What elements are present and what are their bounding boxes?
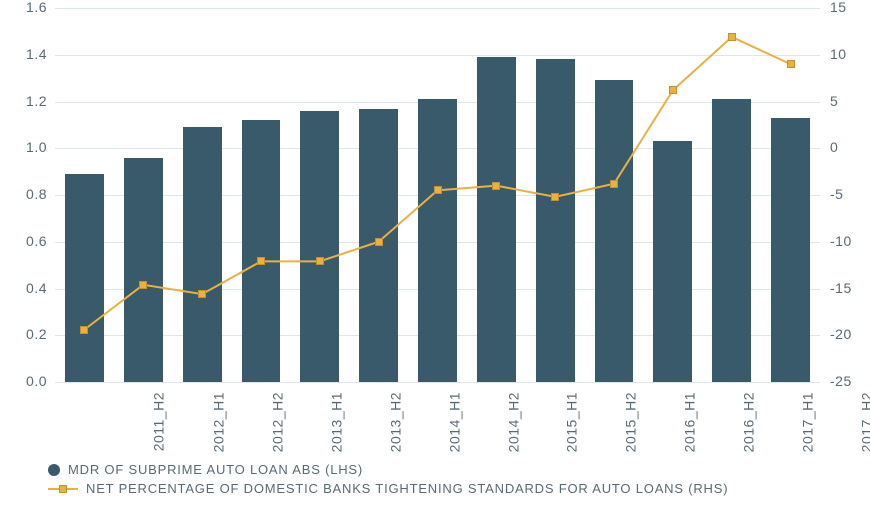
bar <box>536 59 575 382</box>
line-marker <box>728 33 736 41</box>
line-marker <box>492 182 500 190</box>
x-tick-label: 2015_H1 <box>564 392 580 452</box>
x-tick-label: 2011_H2 <box>151 392 167 451</box>
bar <box>300 111 339 382</box>
y-left-tick: 0.6 <box>26 233 47 249</box>
y-right-tick: -5 <box>830 186 843 202</box>
legend-swatch-bar <box>48 464 60 476</box>
legend-label: NET PERCENTAGE OF DOMESTIC BANKS TIGHTEN… <box>86 481 728 496</box>
y-right-tick: 0 <box>830 139 838 155</box>
line-marker <box>198 290 206 298</box>
y-left-tick: 1.2 <box>26 93 47 109</box>
y-right-tick: -10 <box>830 233 852 249</box>
x-tick-label: 2015_H2 <box>623 392 639 452</box>
line-marker <box>257 257 265 265</box>
x-tick-label: 2016_H2 <box>740 392 756 452</box>
y-left-tick: 1.4 <box>26 46 47 62</box>
x-tick-label: 2013_H2 <box>387 392 403 452</box>
legend-item: NET PERCENTAGE OF DOMESTIC BANKS TIGHTEN… <box>48 481 728 496</box>
line-marker <box>375 238 383 246</box>
x-tick-label: 2014_H1 <box>446 392 462 452</box>
bar <box>653 141 692 382</box>
bar <box>242 120 281 382</box>
bar <box>477 57 516 382</box>
x-tick-label: 2017_H1 <box>799 392 815 452</box>
legend-label: MDR OF SUBPRIME AUTO LOAN ABS (LHS) <box>68 462 363 477</box>
gridline <box>55 55 820 56</box>
bar <box>595 80 634 382</box>
y-left-tick: 1.0 <box>26 139 47 155</box>
y-right-tick: -25 <box>830 373 852 389</box>
x-tick-label: 2013_H1 <box>328 392 344 452</box>
bar <box>124 158 163 382</box>
y-left-tick: 0.4 <box>26 280 47 296</box>
bar <box>418 99 457 382</box>
legend-item: MDR OF SUBPRIME AUTO LOAN ABS (LHS) <box>48 462 728 477</box>
y-left-tick: 0.0 <box>26 373 47 389</box>
line-marker <box>139 281 147 289</box>
y-right-tick: 5 <box>830 93 838 109</box>
x-tick-label: 2014_H2 <box>505 392 521 452</box>
line-marker <box>80 326 88 334</box>
bar <box>712 99 751 382</box>
bar <box>771 118 810 382</box>
line-marker <box>610 180 618 188</box>
line-marker <box>316 257 324 265</box>
x-tick-label: 2012_H1 <box>211 392 227 452</box>
line-marker <box>551 193 559 201</box>
legend-swatch-line <box>48 483 78 495</box>
x-tick-label: 2017_H2 <box>858 392 870 452</box>
gridline <box>55 382 820 383</box>
legend: MDR OF SUBPRIME AUTO LOAN ABS (LHS) NET P… <box>48 462 728 500</box>
combo-chart: 0.0 0.2 0.4 0.6 0.8 1.0 1.2 1.4 1.6 -25 -20 -15 -10 -… <box>0 0 870 515</box>
y-right-tick: 10 <box>830 46 847 62</box>
bar <box>183 127 222 382</box>
line-marker <box>787 60 795 68</box>
line-marker <box>434 186 442 194</box>
line-marker <box>669 86 677 94</box>
y-right-tick: -20 <box>830 326 852 342</box>
x-tick-label: 2012_H2 <box>269 392 285 452</box>
gridline <box>55 8 820 9</box>
bar <box>65 174 104 382</box>
y-left-tick: 1.6 <box>26 0 47 15</box>
x-tick-label: 2016_H1 <box>681 392 697 452</box>
y-right-tick: 15 <box>830 0 847 15</box>
y-right-tick: -15 <box>830 280 852 296</box>
y-left-tick: 0.8 <box>26 186 47 202</box>
y-left-tick: 0.2 <box>26 326 47 342</box>
